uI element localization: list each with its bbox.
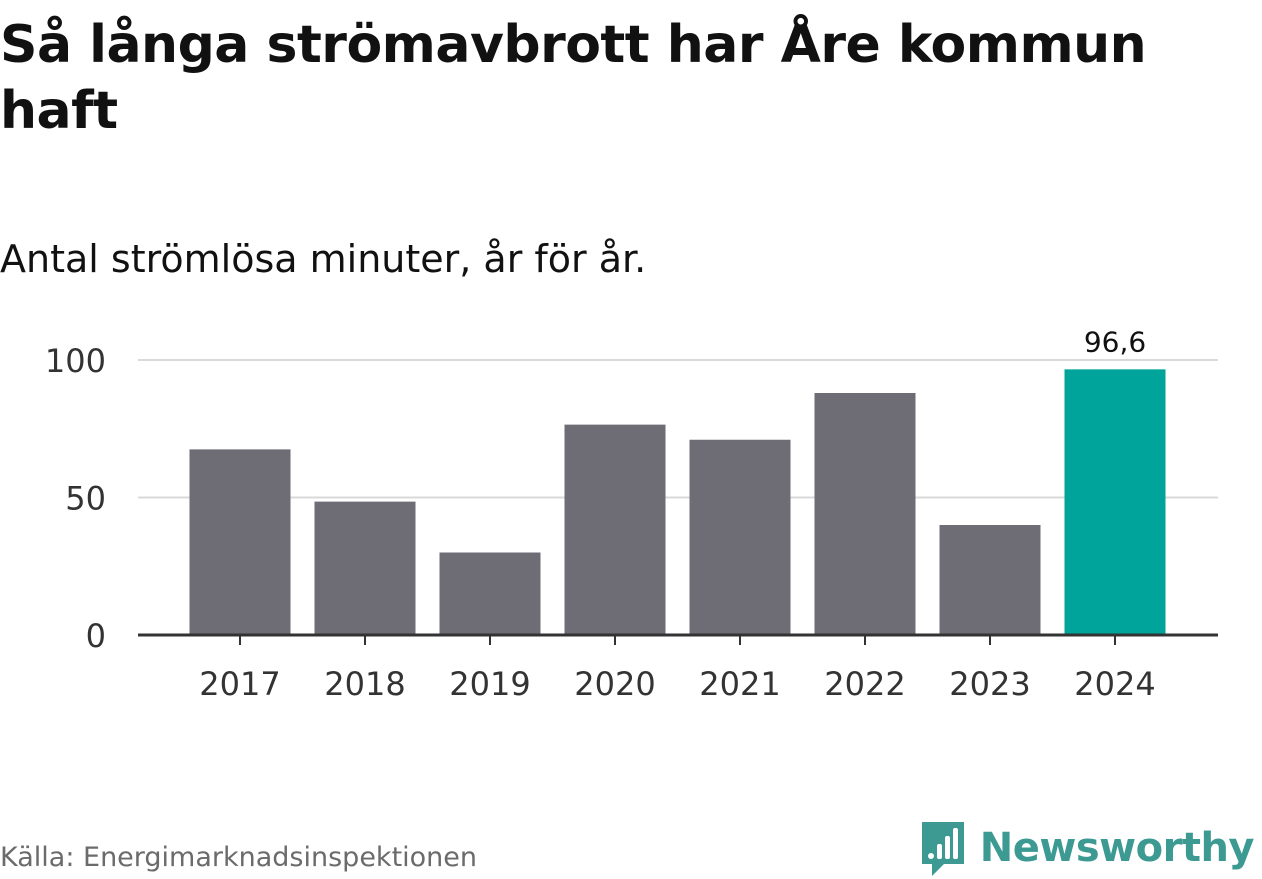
brand-name: Newsworthy xyxy=(979,825,1255,871)
x-tick-label: 2020 xyxy=(574,665,655,703)
bar-2017 xyxy=(189,449,291,635)
y-tick-label: 50 xyxy=(65,480,106,518)
bar-2018 xyxy=(314,501,416,635)
x-axis-ticks: 2017 2018 2019 2020 2021 2022 2023 2024 xyxy=(199,665,1155,703)
x-tick-label: 2023 xyxy=(949,665,1030,703)
y-axis-ticks: 0 50 100 xyxy=(45,342,106,655)
bar-2019 xyxy=(439,552,541,635)
bar-2024 xyxy=(1064,369,1166,635)
bar-2020 xyxy=(564,424,666,635)
chart-title: Så långa strömavbrott har Åre kommun haf… xyxy=(0,15,1147,141)
y-tick-label: 100 xyxy=(45,342,106,380)
x-tick-label: 2019 xyxy=(449,665,530,703)
brand-logo: Newsworthy xyxy=(918,818,1255,878)
data-label: 96,6 xyxy=(1084,325,1146,358)
data-labels: 96,6 xyxy=(1084,325,1146,358)
bars xyxy=(189,369,1166,635)
x-tick-label: 2017 xyxy=(199,665,280,703)
x-tick-label: 2024 xyxy=(1074,665,1155,703)
x-tick-label: 2022 xyxy=(824,665,905,703)
bar-chart-speech-bubble-icon xyxy=(921,822,964,876)
source-note: Källa: Energimarknadsinspektionen xyxy=(0,842,478,873)
bar-2023 xyxy=(939,525,1041,635)
x-tick-label: 2018 xyxy=(324,665,405,703)
bar-2021 xyxy=(689,439,791,635)
x-tick-label: 2021 xyxy=(699,665,780,703)
gridlines xyxy=(138,359,1218,499)
y-tick-label: 0 xyxy=(86,617,106,655)
bar-2022 xyxy=(814,393,916,635)
x-axis xyxy=(138,633,1218,645)
chart-subtitle: Antal strömlösa minuter, år för år. xyxy=(0,237,647,281)
